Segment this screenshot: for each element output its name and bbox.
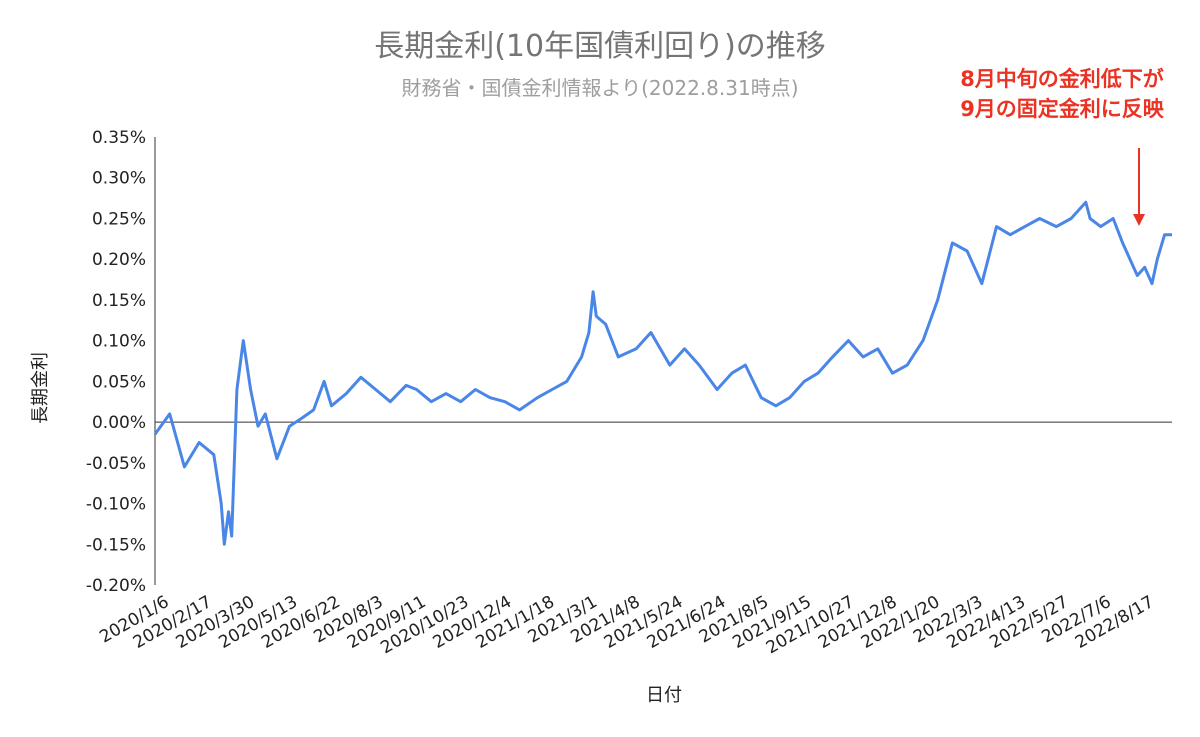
y-tick-label: 0.30% bbox=[92, 169, 146, 189]
y-tick-label: 0.15% bbox=[92, 291, 146, 311]
y-tick-label: 0.20% bbox=[92, 250, 146, 270]
y-tick-label: 0.10% bbox=[92, 332, 146, 352]
y-tick-label: -0.10% bbox=[86, 495, 146, 515]
annotation-line-2: 9月の固定金利に反映 bbox=[960, 97, 1165, 121]
y-tick-label: -0.15% bbox=[86, 535, 146, 555]
y-axis-label: 長期金利 bbox=[30, 352, 51, 424]
chart-title: 長期金利(10年国債利回り)の推移 bbox=[374, 29, 826, 64]
chart-subtitle: 財務省・国債金利情報より(2022.8.31時点) bbox=[402, 76, 799, 100]
y-tick-label: 0.05% bbox=[92, 372, 146, 392]
series-line bbox=[153, 200, 1172, 546]
annotation-line-1: 8月中旬の金利低下が bbox=[960, 67, 1164, 91]
y-tick-label: -0.20% bbox=[86, 576, 146, 596]
annotation-arrow bbox=[1133, 148, 1145, 226]
y-tick-label: 0.00% bbox=[92, 413, 146, 433]
y-tick-label: 0.25% bbox=[92, 209, 146, 229]
x-axis-label: 日付 bbox=[646, 685, 682, 706]
x-axis-ticks: 2020/1/62020/2/172020/3/302020/5/132020/… bbox=[96, 592, 1157, 658]
y-tick-label: -0.05% bbox=[86, 454, 146, 474]
y-tick-label: 0.35% bbox=[92, 128, 146, 148]
y-axis-ticks: -0.20% -0.15% -0.10% -0.05% 0.00% 0.05% 0.10% 0… bbox=[86, 128, 146, 596]
